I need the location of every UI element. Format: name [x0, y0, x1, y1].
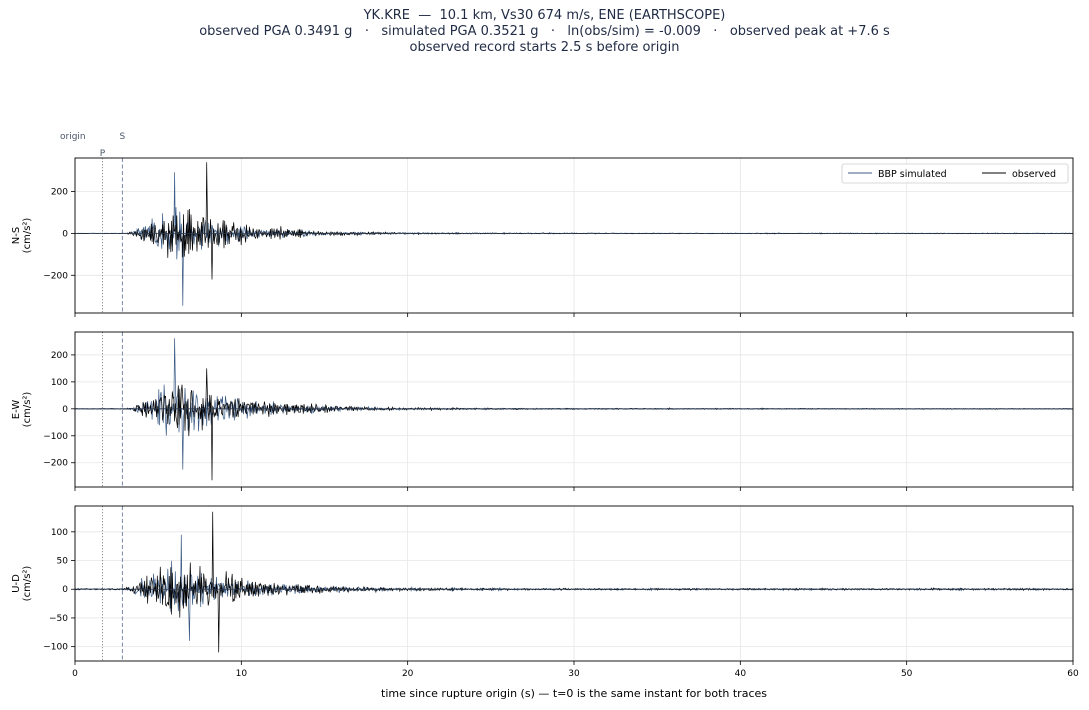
title-line-1: YK.KRE — 10.1 km, Vs30 674 m/s, ENE (EAR… [363, 8, 726, 23]
y-tick-label: 0 [62, 229, 68, 239]
y-axis-label: (cm/s²) [22, 218, 33, 254]
panel-u-d: −100 −50 0 50 100 0 10 20 30 40 50 60 U-D (cm/s²) [11, 505, 1079, 679]
y-axis-label: U-D [11, 574, 22, 593]
y-tick-label: −50 [49, 614, 68, 624]
y-tick-label: −200 [43, 271, 68, 281]
x-tick-label: 60 [1067, 669, 1079, 679]
y-tick-label: −200 [43, 459, 68, 469]
y-tick-label: −100 [43, 643, 68, 653]
origin-label: origin [60, 132, 86, 142]
y-tick-label: 100 [51, 528, 68, 538]
panel-n-s: −200 0 200 N-S (cm/s²) BBP simulated observed [11, 157, 1074, 317]
x-axis-label: time since rupture origin (s) — t=0 is t… [381, 687, 767, 700]
y-axis-label: (cm/s²) [22, 566, 33, 602]
y-tick-label: −100 [43, 432, 68, 442]
legend-label: observed [1012, 169, 1056, 180]
y-tick-label: 50 [57, 557, 69, 567]
legend: BBP simulated observed [841, 163, 1069, 184]
y-axis-label: N-S [11, 227, 22, 244]
x-tick-label: 20 [402, 669, 414, 679]
y-tick-label: 200 [51, 188, 68, 198]
x-tick-label: 10 [236, 669, 248, 679]
y-tick-label: 200 [51, 351, 68, 361]
chart-title: YK.KRE — 10.1 km, Vs30 674 m/s, ENE (EAR… [0, 8, 1089, 56]
x-tick-label: 50 [901, 669, 913, 679]
x-tick-label: 30 [568, 669, 580, 679]
y-axis-label: E-W [11, 400, 22, 420]
s-label: S [120, 132, 126, 142]
y-axis-label: (cm/s²) [22, 392, 33, 428]
title-line-3: observed record starts 2.5 s before orig… [409, 40, 680, 55]
legend-box [841, 163, 1069, 184]
panel-e-w: −200 −100 0 100 200 E-W (cm/s²) [11, 331, 1074, 491]
y-tick-label: 100 [51, 378, 68, 388]
x-tick-label: 40 [735, 669, 747, 679]
y-tick-label: 0 [62, 405, 68, 415]
y-tick-label: 0 [62, 585, 68, 595]
x-tick-label: 0 [72, 669, 78, 679]
title-line-2: observed PGA 0.3491 g · simulated PGA 0.… [199, 24, 890, 39]
p-label: P [100, 149, 106, 159]
legend-label: BBP simulated [878, 169, 947, 180]
